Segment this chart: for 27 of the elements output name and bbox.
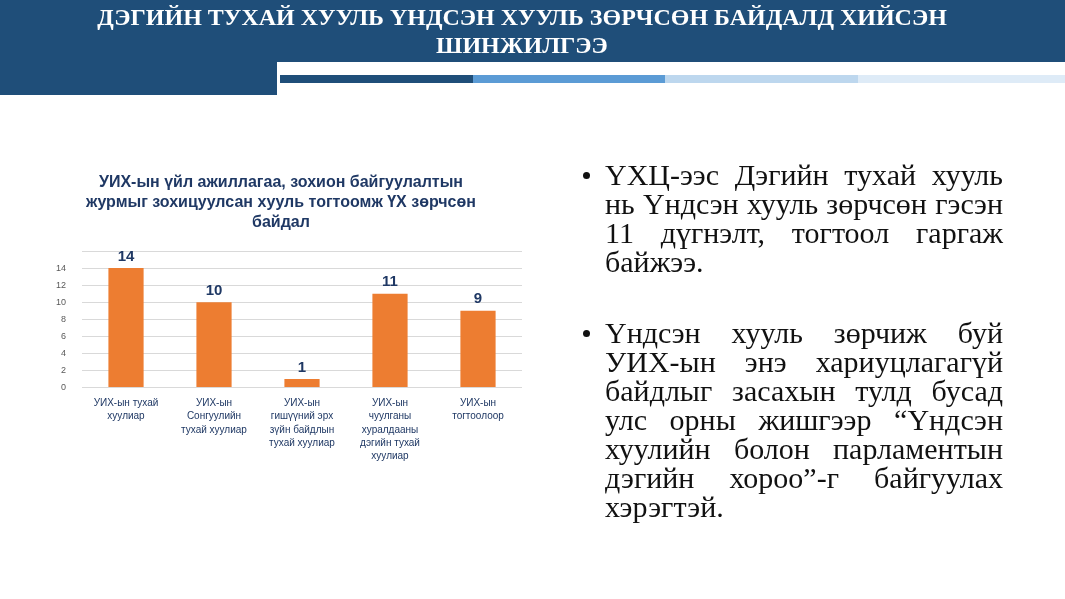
data-label: 14 — [117, 246, 136, 264]
y-tick-label: 6 — [61, 330, 67, 341]
text: ҮХЦ-ээс Дэгийн тухай хууль нь Үндсэн хууль зөрчсөн гэсэн 11 дүгнэлт, тогтоол гаргаж байжээ. — [605, 158, 1003, 278]
x-tick-label: УИХ-ын тогтоолоор — [452, 396, 505, 422]
bar — [372, 293, 408, 387]
chart-title: ДЭГИЙН ТУХАЙ ХУУЛЬ ҮНДСЭН ХУУЛЬ ЗӨРЧСӨН БАЙДАЛД ХИЙСЭН ШИНЖИЛГЭЭ — [96, 3, 948, 59]
x-tick-label: УИХ-ын гишүүний эрх зүйн байдлын тухай хуулиар — [269, 396, 336, 448]
y-tick-label: 14 — [56, 262, 67, 273]
y-tick-label: 0 — [61, 381, 67, 392]
bar — [108, 268, 144, 387]
bar — [284, 378, 320, 387]
chart-subtitle: УИХ-ын үйл ажиллагаа, зохион байгуулалтын журмыг зохицуулсан хууль тогтоомж ҮХ зөрчсөн байдал — [85, 173, 476, 231]
data-label: 1 — [297, 357, 307, 375]
y-tick-label: 2 — [61, 364, 67, 375]
y-tick-label: 4 — [61, 347, 67, 358]
y-tick-label: 8 — [61, 313, 67, 324]
bar — [460, 310, 496, 387]
data-label: 10 — [205, 280, 223, 298]
data-label: 11 — [382, 272, 398, 290]
text: Үндсэн хууль зөрчиж буй УИХ-ын энэ хариуцлагагүй байдлыг засахын тулд бусад улс орны жишгээр “Үндсэн хуулийн болон парламентын дэгийн хороо”-г байгуулах хэрэгтэй. — [605, 316, 1003, 523]
x-tick-label: УИХ-ын тухай хуулиар — [93, 396, 159, 422]
y-tick-label: 10 — [56, 296, 67, 307]
x-tick-label: УИХ-ын Сонгуулийн тухай хуулиар — [181, 396, 248, 435]
data-label: 9 — [473, 289, 483, 307]
x-tick-label: УИХ-ын чуулганы хуралдааны дэгийн тухай хуулиар — [360, 396, 420, 462]
y-tick-label: 12 — [56, 279, 67, 290]
bar — [196, 302, 232, 387]
